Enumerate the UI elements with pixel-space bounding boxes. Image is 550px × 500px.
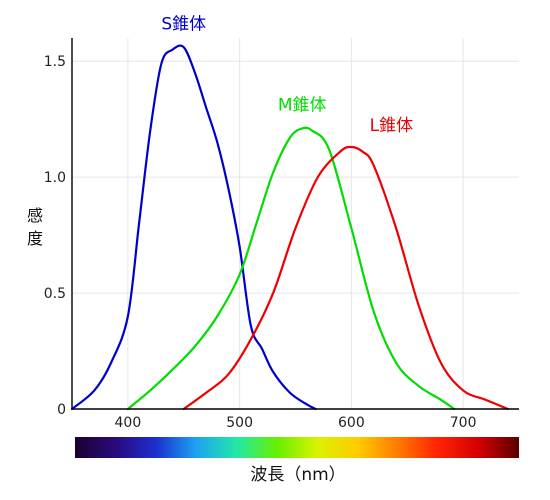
x-tick-label: 500 [226, 415, 253, 431]
grid [72, 38, 519, 409]
series-label-1: S錐体 [161, 14, 206, 34]
series-lines [70, 44, 509, 411]
series-label-3: L錐体 [370, 116, 413, 136]
x-tick-label: 600 [338, 415, 365, 431]
y-tick-label: 1.5 [44, 54, 66, 70]
series-label-2: M錐体 [278, 95, 327, 115]
x-tick-label: 700 [450, 415, 477, 431]
series-line-2 [126, 126, 456, 411]
y-tick-label: 0 [57, 402, 66, 418]
x-axis-label: 波長（nm） [250, 465, 345, 485]
y-tick-label: 0.5 [44, 286, 66, 302]
series-labels: S錐体 M錐体 L錐体 [161, 14, 413, 136]
series-line-1 [70, 44, 317, 411]
spectrum-colorbar [75, 437, 519, 458]
series-line-3 [182, 145, 509, 411]
x-tick-label: 400 [115, 415, 142, 431]
y-tick-label: 1.0 [44, 170, 66, 186]
y-axis-label-char-1: 感 [27, 206, 43, 225]
y-axis-label-char-2: 度 [27, 229, 43, 248]
axes [71, 38, 519, 410]
tick-labels: 400 500 600 700 0 0.5 1.0 1.5 [44, 54, 477, 431]
